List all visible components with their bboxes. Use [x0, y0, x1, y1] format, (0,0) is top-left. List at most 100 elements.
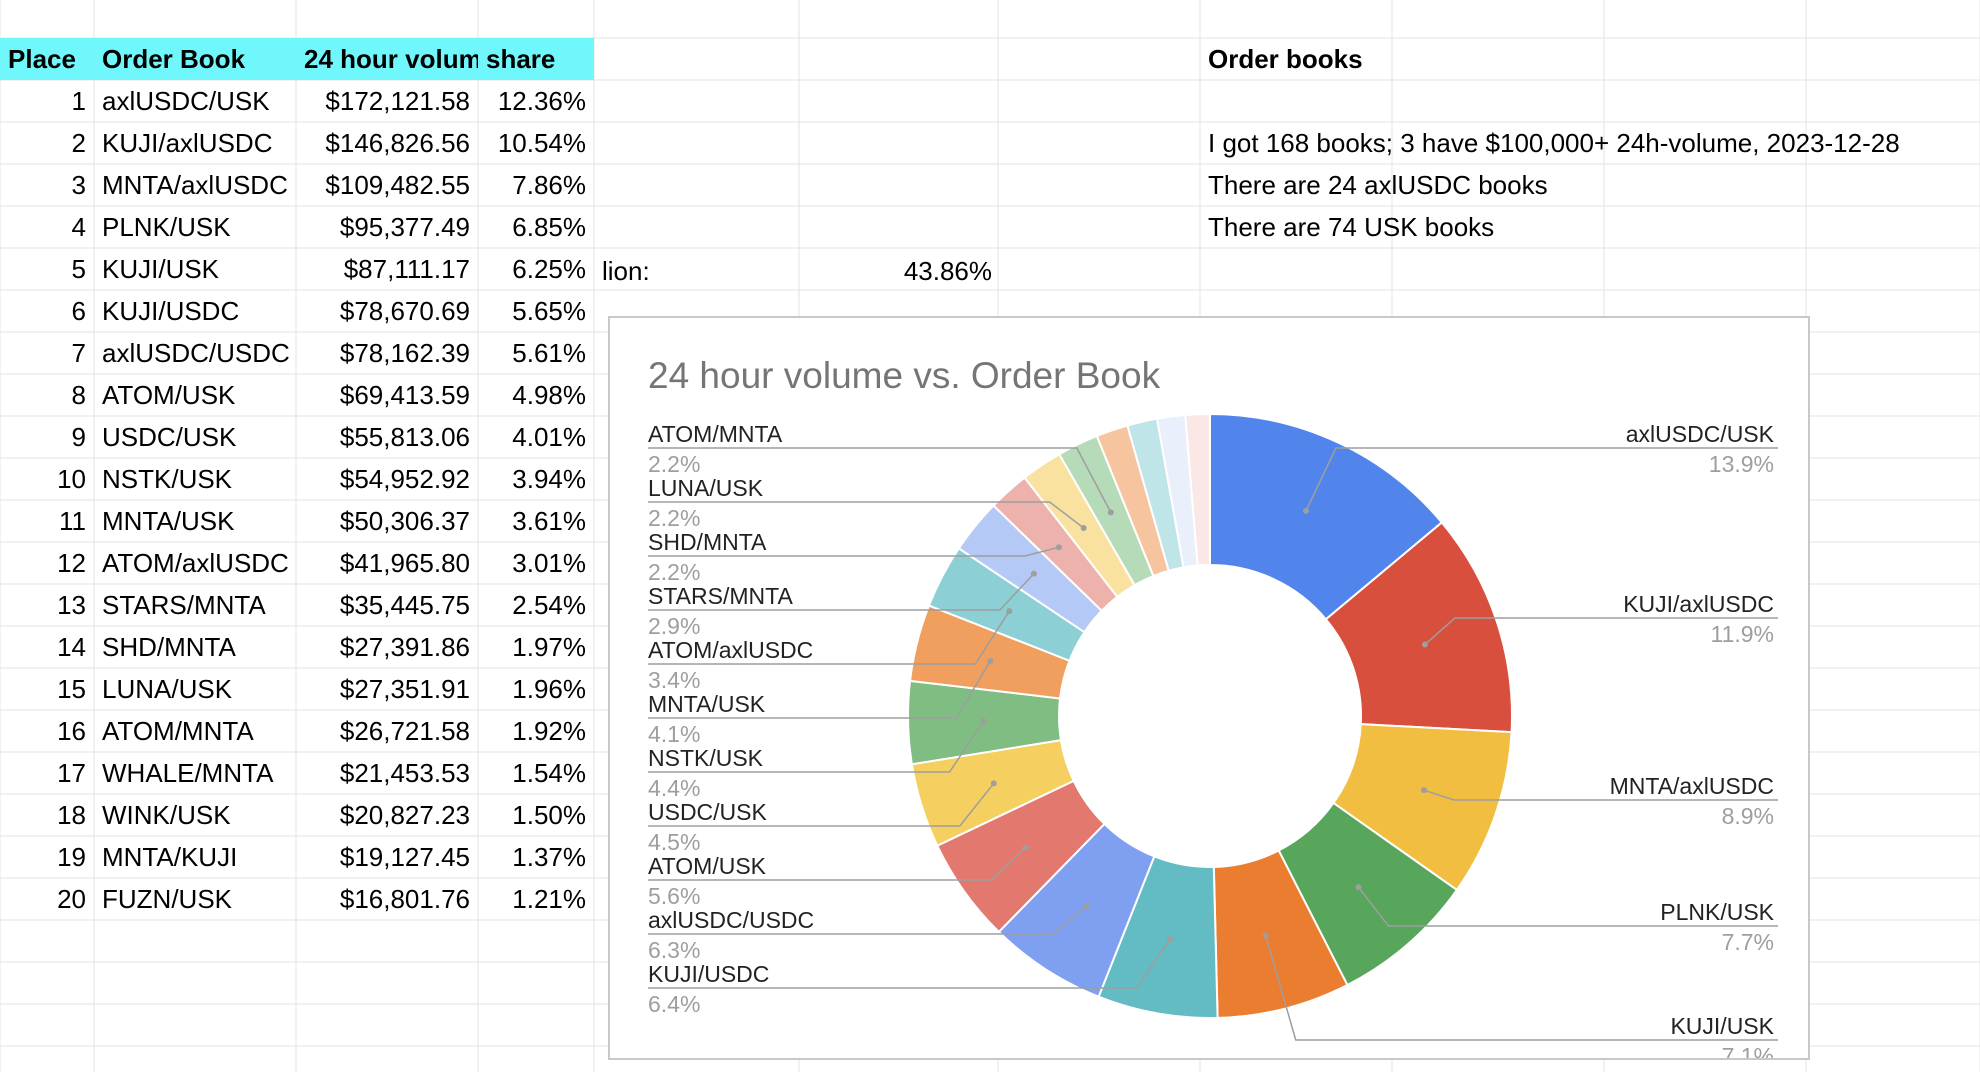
place-cell[interactable]: 16 [57, 716, 86, 746]
order-book-cell[interactable]: KUJI/USDC [102, 296, 240, 326]
share-cell[interactable]: 1.96% [512, 674, 586, 704]
note-usk-books[interactable]: There are 74 USK books [1208, 212, 1495, 242]
place-cell[interactable]: 8 [71, 380, 86, 410]
order-book-cell[interactable]: LUNA/USK [102, 674, 233, 704]
volume-cell[interactable]: $16,801.76 [339, 884, 470, 914]
place-cell[interactable]: 9 [71, 422, 86, 452]
order-book-cell[interactable]: KUJI/axlUSDC [102, 128, 273, 158]
order-book-cell[interactable]: WINK/USK [102, 800, 231, 830]
share-cell[interactable]: 6.85% [512, 212, 586, 242]
share-cell[interactable]: 7.86% [512, 170, 586, 200]
header-order-book[interactable]: Order Book [94, 38, 296, 80]
place-cell[interactable]: 11 [59, 506, 86, 536]
order-book-cell[interactable]: axlUSDC/USDC [102, 338, 290, 368]
place-cell[interactable]: 20 [57, 884, 86, 914]
share-cell[interactable]: 6.25% [512, 254, 586, 284]
volume-cell[interactable]: $27,351.91 [339, 674, 470, 704]
place-cell[interactable]: 12 [57, 548, 86, 578]
volume-cell[interactable]: $20,827.23 [339, 800, 470, 830]
place-cell[interactable]: 13 [57, 590, 86, 620]
order-book-cell[interactable]: STARS/MNTA [102, 590, 266, 620]
place-cell[interactable]: 15 [57, 674, 86, 704]
leader-dot [1421, 641, 1428, 648]
order-book-cell[interactable]: NSTK/USK [102, 464, 233, 494]
volume-cell[interactable]: $26,721.58 [339, 716, 470, 746]
volume-cell[interactable]: $172,121.58 [325, 86, 470, 116]
place-cell[interactable]: 4 [71, 212, 86, 242]
order-book-cell[interactable]: FUZN/USK [102, 884, 232, 914]
header-volume[interactable]: 24 hour volum [296, 38, 478, 80]
order-book-cell[interactable]: PLNK/USK [102, 212, 231, 242]
place-cell[interactable]: 14 [57, 632, 86, 662]
place-cell[interactable]: 19 [57, 842, 86, 872]
volume-cell[interactable]: $41,965.80 [339, 548, 470, 578]
volume-cell[interactable]: $109,482.55 [325, 170, 470, 200]
place-cell[interactable]: 7 [71, 338, 86, 368]
volume-cell[interactable]: $50,306.37 [339, 506, 470, 536]
order-book-cell[interactable]: MNTA/USK [102, 506, 235, 536]
place-cell[interactable]: 5 [71, 254, 86, 284]
share-cell[interactable]: 12.36% [497, 86, 586, 116]
order-book-cell[interactable]: KUJI/USK [102, 254, 220, 284]
place-cell[interactable]: 17 [57, 758, 86, 788]
partial-label[interactable]: lion: [602, 256, 650, 286]
slice-percent: 8.9% [1722, 803, 1774, 829]
note-books-count[interactable]: I got 168 books; 3 have $100,000+ 24h-vo… [1208, 128, 1900, 158]
place-cell[interactable]: 3 [71, 170, 86, 200]
slice-label: ATOM/axlUSDC [648, 637, 813, 663]
volume-cell[interactable]: $21,453.53 [339, 758, 470, 788]
order-book-cell[interactable]: WHALE/MNTA [102, 758, 274, 788]
side-title[interactable]: Order books [1208, 44, 1363, 74]
leader-dot [1355, 884, 1362, 891]
place-cell[interactable]: 10 [57, 464, 86, 494]
share-cell[interactable]: 1.92% [512, 716, 586, 746]
share-cell[interactable]: 4.01% [512, 422, 586, 452]
share-cell[interactable]: 3.01% [512, 548, 586, 578]
share-cell[interactable]: 3.61% [512, 506, 586, 536]
pie-chart-card[interactable]: 24 hour volume vs. Order Book axlUSDC/USK… [608, 316, 1810, 1060]
place-cell[interactable]: 1 [71, 86, 86, 116]
share-cell[interactable]: 1.21% [512, 884, 586, 914]
share-cell[interactable]: 1.50% [512, 800, 586, 830]
volume-cell[interactable]: $95,377.49 [339, 212, 470, 242]
order-book-cell[interactable]: MNTA/KUJI [102, 842, 238, 872]
volume-cell[interactable]: $78,670.69 [339, 296, 470, 326]
chart-title: 24 hour volume vs. Order Book [648, 355, 1161, 396]
share-cell[interactable]: 10.54% [497, 128, 586, 158]
header-share[interactable]: share [478, 38, 594, 80]
share-cell[interactable]: 5.61% [512, 338, 586, 368]
order-book-cell[interactable]: ATOM/axlUSDC [102, 548, 289, 578]
place-cell[interactable]: 2 [71, 128, 86, 158]
pie-slice-unlabeled-19[interactable] [1184, 412, 1211, 567]
place-cell[interactable]: 6 [71, 296, 86, 326]
share-cell[interactable]: 1.54% [512, 758, 586, 788]
share-cell[interactable]: 1.97% [512, 632, 586, 662]
pie-slice-axlusdc-usk[interactable] [1209, 412, 1444, 621]
share-cell[interactable]: 2.54% [512, 590, 586, 620]
volume-cell[interactable]: $55,813.06 [339, 422, 470, 452]
order-book-cell[interactable]: SHD/MNTA [102, 632, 236, 662]
volume-cell[interactable]: $146,826.56 [325, 128, 470, 158]
order-book-cell[interactable]: axlUSDC/USK [102, 86, 270, 116]
order-book-cell[interactable]: ATOM/MNTA [102, 716, 254, 746]
partial-value[interactable]: 43.86% [903, 256, 992, 286]
share-cell[interactable]: 1.37% [512, 842, 586, 872]
volume-cell[interactable]: $69,413.59 [339, 380, 470, 410]
share-cell[interactable]: 5.65% [512, 296, 586, 326]
order-book-cell[interactable]: ATOM/USK [102, 380, 236, 410]
share-cell[interactable]: 4.98% [512, 380, 586, 410]
place-cell[interactable]: 18 [57, 800, 86, 830]
note-axlusdc-books[interactable]: There are 24 axlUSDC books [1208, 170, 1548, 200]
volume-cell[interactable]: $54,952.92 [339, 464, 470, 494]
order-book-cell[interactable]: USDC/USK [102, 422, 237, 452]
volume-cell[interactable]: $35,445.75 [339, 590, 470, 620]
leader-dot [1022, 844, 1029, 851]
volume-cell[interactable]: $87,111.17 [343, 254, 470, 284]
header-place[interactable]: Place [0, 38, 94, 80]
share-cell[interactable]: 3.94% [512, 464, 586, 494]
order-book-cell[interactable]: MNTA/axlUSDC [102, 170, 288, 200]
slice-label: KUJI/axlUSDC [1623, 591, 1774, 617]
volume-cell[interactable]: $27,391.86 [339, 632, 470, 662]
volume-cell[interactable]: $78,162.39 [339, 338, 470, 368]
volume-cell[interactable]: $19,127.45 [339, 842, 470, 872]
